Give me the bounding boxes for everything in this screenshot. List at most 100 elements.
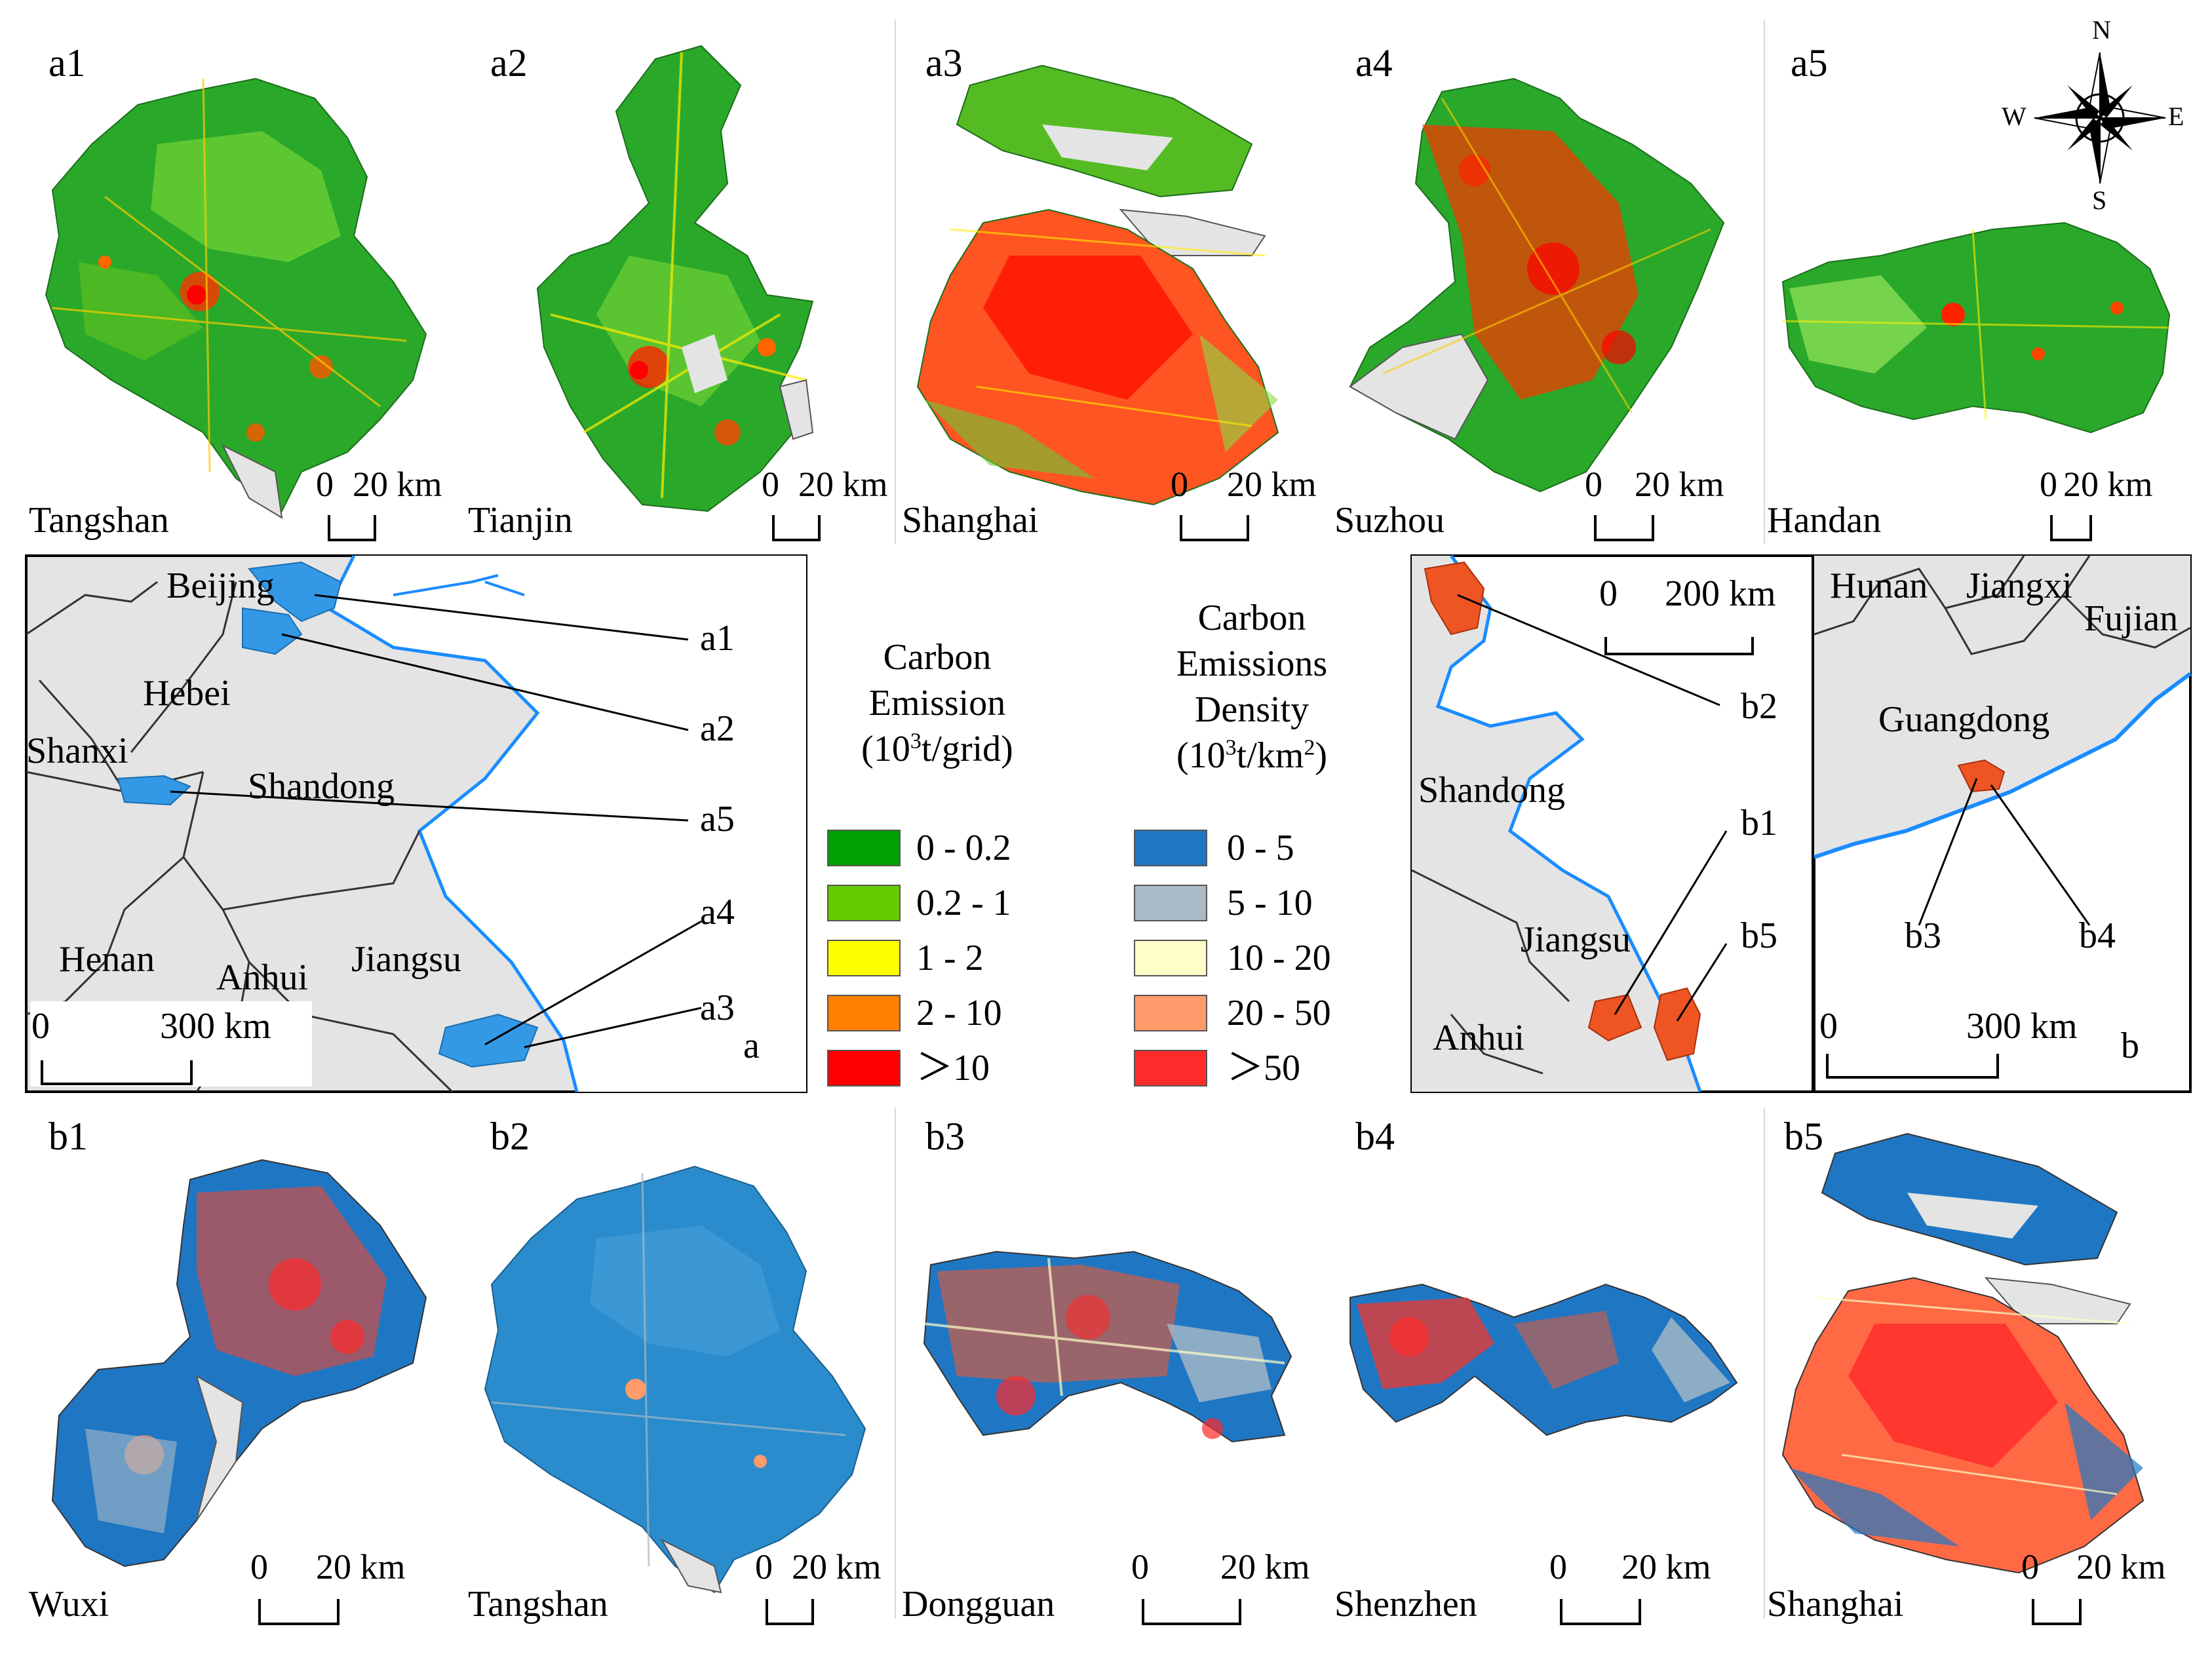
panel-label-b: b bbox=[2121, 1026, 2139, 1066]
legend-swatch bbox=[827, 885, 901, 921]
scale-zero: 0 bbox=[2021, 1547, 2039, 1587]
scale-text: 300 km bbox=[1966, 1006, 2078, 1047]
map-tangshan-emission bbox=[45, 77, 427, 519]
legend-title-unit: (103t/km2) bbox=[1176, 735, 1327, 776]
scale-bar bbox=[1594, 515, 1654, 541]
city-name: Tangshan bbox=[29, 500, 169, 541]
callout-a2: a2 bbox=[700, 708, 735, 749]
scale-bar bbox=[328, 515, 376, 541]
city-name: Tangshan bbox=[468, 1584, 608, 1625]
callout-b2: b2 bbox=[1741, 686, 1777, 727]
scale-text: 20 km bbox=[792, 1547, 882, 1587]
map-tangshan-density bbox=[484, 1165, 866, 1594]
panel-label-a: a bbox=[743, 1026, 760, 1066]
legend-swatch bbox=[1134, 995, 1207, 1031]
city-name: Shanghai bbox=[902, 500, 1039, 541]
map-suzhou-emission bbox=[1349, 77, 1725, 493]
legend-class: ＞10 bbox=[916, 1048, 990, 1088]
scale-bar bbox=[1142, 1599, 1241, 1625]
scale-zero: 0 bbox=[762, 465, 779, 504]
label-hebei: Hebei bbox=[143, 673, 231, 714]
city-name: Tianjin bbox=[468, 500, 573, 541]
scale-zero: 0 bbox=[1585, 465, 1602, 504]
city-name: Handan bbox=[1767, 500, 1882, 541]
label-beijing: Beijing bbox=[166, 566, 275, 606]
map-north-china bbox=[25, 554, 807, 1093]
scale-bar bbox=[1180, 515, 1249, 541]
label-shandong: Shandong bbox=[1418, 770, 1565, 811]
scale-text: 20 km bbox=[1227, 465, 1317, 504]
callout-a5: a5 bbox=[700, 799, 735, 839]
scale-zero: 0 bbox=[1819, 1006, 1838, 1047]
scale-bar bbox=[766, 1599, 814, 1625]
callout-a4: a4 bbox=[700, 892, 735, 933]
map-shanghai-emission bbox=[916, 64, 1279, 506]
legend-class: 0 - 0.2 bbox=[916, 828, 1011, 868]
callout-b1: b1 bbox=[1741, 803, 1777, 843]
scale-text: 20 km bbox=[2063, 465, 2153, 504]
scale-zero: 0 bbox=[1131, 1547, 1149, 1587]
label-jiangsu: Jiangsu bbox=[1521, 919, 1631, 960]
scale-text: 20 km bbox=[316, 1547, 406, 1587]
compass-rose-icon bbox=[2034, 52, 2166, 184]
callout-b4: b4 bbox=[2079, 915, 2116, 956]
label-henan: Henan bbox=[59, 939, 155, 980]
scale-bar bbox=[2032, 1599, 2082, 1625]
legend-swatch bbox=[827, 1050, 901, 1087]
legend-title-line2: Emission bbox=[868, 683, 1006, 723]
legend-swatch bbox=[1134, 940, 1207, 976]
panel-id: a5 bbox=[1791, 41, 1828, 85]
scale-bar bbox=[1560, 1599, 1641, 1625]
legend-swatch bbox=[827, 995, 901, 1031]
map-tianjin-emission bbox=[536, 45, 814, 512]
legend-swatch bbox=[827, 940, 901, 976]
legend-class: 10 - 20 bbox=[1227, 938, 1331, 978]
panel-id: a1 bbox=[49, 41, 86, 85]
panel-id: a4 bbox=[1355, 41, 1393, 85]
legend-swatch bbox=[1134, 885, 1207, 921]
map-south-china bbox=[1813, 554, 2192, 1093]
label-jiangxi: Jiangxi bbox=[1966, 566, 2072, 606]
scale-text: 20 km bbox=[1220, 1547, 1310, 1587]
legend-class: 20 - 50 bbox=[1227, 993, 1331, 1033]
scale-zero: 0 bbox=[1171, 465, 1188, 504]
scale-bar bbox=[258, 1599, 340, 1625]
callout-b5: b5 bbox=[1741, 915, 1777, 956]
scale-text: 20 km bbox=[798, 465, 888, 504]
panel-id: b1 bbox=[49, 1115, 88, 1158]
label-shanxi: Shanxi bbox=[26, 731, 128, 771]
label-anhui: Anhui bbox=[216, 957, 308, 998]
legend-title-unit: (103t/grid) bbox=[861, 729, 1013, 769]
legend-class: 0 - 5 bbox=[1227, 828, 1294, 868]
scale-zero: 0 bbox=[250, 1547, 268, 1587]
map-shenzhen-density bbox=[1349, 1283, 1738, 1436]
legend-class: 2 - 10 bbox=[916, 993, 1002, 1033]
compass-e: E bbox=[2168, 102, 2184, 131]
label-shandong: Shandong bbox=[248, 766, 395, 807]
legend-title-line1: Carbon bbox=[883, 637, 992, 678]
callout-a1: a1 bbox=[700, 618, 735, 659]
panel-id: b5 bbox=[1784, 1115, 1823, 1158]
label-guangdong: Guangdong bbox=[1878, 699, 2050, 740]
panel-id: b3 bbox=[925, 1115, 965, 1158]
callout-b3: b3 bbox=[1905, 915, 1941, 956]
legend-title-line3: Density bbox=[1194, 689, 1310, 730]
map-handan-emission bbox=[1781, 221, 2171, 434]
legend-class: ＞50 bbox=[1227, 1048, 1300, 1088]
legend-class: 0.2 - 1 bbox=[916, 883, 1011, 923]
legend-swatch bbox=[1134, 830, 1207, 866]
scale-zero: 0 bbox=[1599, 573, 1618, 614]
scale-text: 20 km bbox=[1621, 1547, 1711, 1587]
scale-text: 300 km bbox=[160, 1006, 271, 1047]
compass-w: W bbox=[2002, 102, 2027, 131]
legend-class: 5 - 10 bbox=[1227, 883, 1313, 923]
panel-id: b2 bbox=[490, 1115, 530, 1158]
legend-title-line2: Emissions bbox=[1176, 644, 1328, 684]
scale-zero: 0 bbox=[316, 465, 334, 504]
scale-text: 20 km bbox=[1635, 465, 1724, 504]
callout-a3: a3 bbox=[700, 988, 735, 1028]
panel-id: a3 bbox=[925, 41, 963, 85]
scale-bar bbox=[2050, 515, 2092, 541]
map-shanghai-density bbox=[1781, 1132, 2144, 1574]
